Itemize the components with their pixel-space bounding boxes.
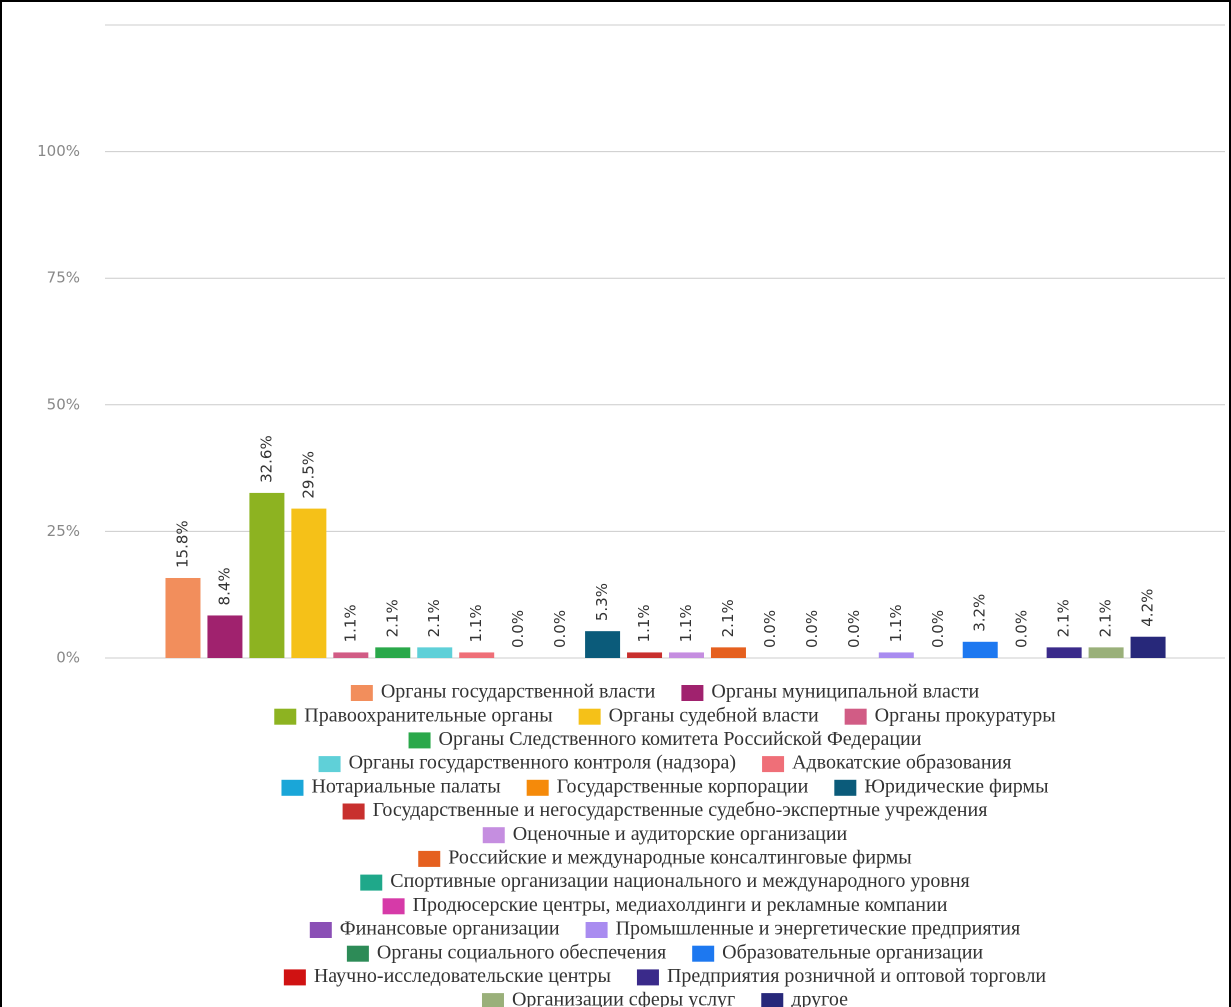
value-label: 2.1% (719, 599, 737, 637)
legend-swatch (834, 779, 857, 796)
legend-label: Государственные и негосударственные суде… (373, 799, 988, 821)
legend-label: другое (791, 989, 848, 1007)
value-label: 0.0% (761, 610, 779, 648)
value-label: 0.0% (929, 610, 947, 648)
legend-swatch (281, 779, 304, 796)
value-label: 2.1% (425, 599, 443, 637)
legend-label: Юридические фирмы (864, 775, 1048, 797)
legend-label: Органы Следственного комитета Российской… (439, 728, 922, 750)
bar (627, 652, 663, 658)
bar (962, 641, 998, 658)
legend-label: Органы судебной власти (609, 704, 819, 726)
legend-swatch (481, 993, 504, 1007)
legend-swatch (692, 945, 715, 962)
y-tick-label: 100% (37, 142, 80, 160)
bar (333, 652, 369, 658)
legend-swatch (761, 993, 784, 1007)
legend-label: Спортивные организации национального и м… (390, 870, 969, 892)
legend-swatch (360, 874, 383, 891)
bar (207, 615, 243, 658)
legend-swatch (526, 779, 549, 796)
bar (417, 647, 453, 658)
value-label: 0.0% (509, 610, 527, 648)
bar (1046, 647, 1082, 658)
value-label: 2.1% (1055, 599, 1073, 637)
value-label: 2.1% (1097, 599, 1115, 637)
legend-swatch (482, 827, 505, 844)
y-tick-label: 50% (47, 395, 80, 413)
bar (1130, 636, 1166, 658)
bar (165, 577, 201, 658)
legend-swatch (318, 756, 341, 773)
legend-label: Российские и международные консалтинговы… (448, 846, 912, 868)
legend-swatch (578, 708, 601, 725)
legend-label: Образовательные организации (722, 941, 983, 963)
value-label: 0.0% (803, 610, 821, 648)
value-label: 29.5% (299, 451, 317, 499)
bar (585, 631, 621, 658)
bar (249, 492, 285, 658)
legend-swatch (283, 969, 306, 986)
legend-swatch (681, 685, 704, 701)
legend-label: Продюсерские центры, медиахолдинги и рек… (413, 894, 948, 916)
legend-swatch (762, 756, 785, 773)
legend-label: Органы прокуратуры (875, 704, 1056, 726)
legend-swatch (636, 969, 659, 986)
legend-label: Предприятия розничной и оптовой торговли (667, 965, 1046, 987)
bar (710, 647, 746, 658)
value-label: 1.1% (467, 604, 485, 642)
legend-swatch (408, 732, 431, 749)
legend-label: Промышленные и энергетические предприяти… (616, 918, 1021, 940)
legend-swatch (418, 850, 441, 867)
value-label: 5.3% (593, 583, 611, 621)
bar (459, 652, 495, 658)
legend-label: Органы социального обеспечения (377, 941, 666, 963)
legend-label: Правоохранительные органы (304, 704, 552, 726)
value-label: 1.1% (341, 604, 359, 642)
value-label: 2.1% (383, 599, 401, 637)
legend-label: Финансовые организации (340, 918, 560, 940)
legend-label: Органы государственного контроля (надзор… (349, 752, 737, 774)
legend-label: Научно-исследовательские центры (314, 965, 611, 987)
legend-swatch (585, 922, 608, 938)
value-label: 1.1% (677, 604, 695, 642)
legend-swatch (342, 803, 365, 820)
value-label: 1.1% (887, 604, 905, 642)
legend-label: Нотариальные палаты (311, 775, 500, 797)
value-label: 4.2% (1139, 589, 1157, 627)
legend-swatch (274, 708, 297, 725)
legend-label: Органы муниципальной власти (711, 681, 979, 703)
legend-swatch (382, 898, 405, 915)
value-label: 3.2% (971, 594, 989, 632)
bar (878, 652, 914, 658)
value-label: 32.6% (257, 435, 275, 483)
legend-label: Оценочные и аудиторские организации (513, 823, 848, 845)
legend-label: Организации сферы услуг (512, 989, 735, 1007)
y-tick-label: 75% (47, 269, 80, 287)
legend-label: Адвокатские образования (792, 752, 1011, 774)
value-label: 1.1% (635, 604, 653, 642)
bar (375, 647, 411, 658)
y-tick-label: 0% (56, 649, 80, 667)
legend-swatch (309, 922, 332, 938)
value-label: 0.0% (845, 610, 863, 648)
legend-swatch (350, 685, 373, 701)
value-label: 15.8% (173, 520, 191, 568)
value-label: 0.0% (1013, 610, 1031, 648)
legend-swatch (844, 708, 867, 725)
legend-label: Государственные корпорации (557, 775, 809, 797)
legend-swatch (346, 945, 369, 962)
value-label: 8.4% (215, 567, 233, 605)
bar (669, 652, 704, 658)
value-label: 0.0% (551, 610, 569, 648)
bar (291, 508, 327, 658)
y-tick-label: 25% (47, 522, 80, 540)
legend-label: Органы государственной власти (381, 681, 656, 703)
bar (1088, 647, 1124, 658)
